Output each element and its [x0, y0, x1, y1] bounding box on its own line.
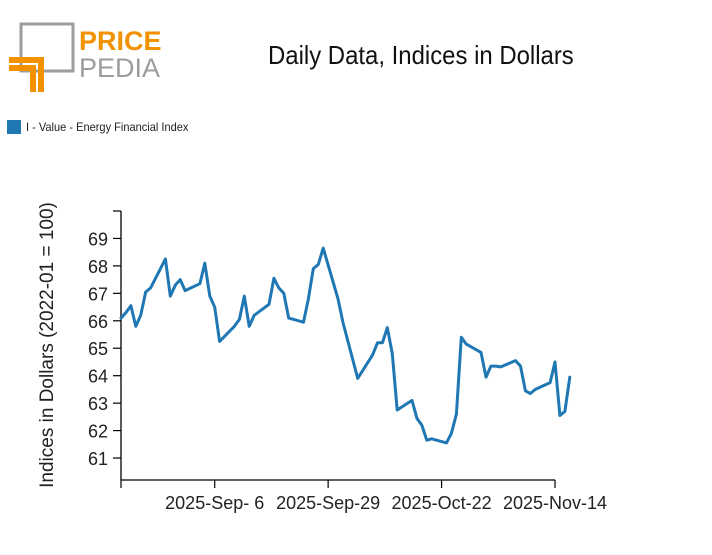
logo-orange-corner — [9, 57, 44, 92]
chart-legend[interactable]: I - Value - Energy Financial Index — [7, 119, 203, 135]
legend-swatch — [7, 120, 21, 134]
y-tick-label: 63 — [88, 394, 108, 414]
x-tick-label: 2025-Sep-29 — [276, 493, 380, 513]
y-tick-label: 61 — [88, 449, 108, 469]
y-tick-label: 65 — [88, 339, 108, 359]
legend-label: I - Value - Energy Financial Index — [26, 120, 189, 134]
y-tick-label: 66 — [88, 312, 108, 332]
x-tick-label: 2025-Oct-22 — [392, 493, 492, 513]
logo-gray-square — [19, 22, 75, 73]
chart-title: Daily Data, Indices in Dollars — [268, 40, 574, 70]
series-line-0 — [119, 246, 572, 445]
y-tick-label: 62 — [88, 422, 108, 442]
chart-axes: 61 62 63 64 65 66 67 68 69 2025-Sep- 6 2025-Sep-29… — [88, 210, 607, 513]
y-tick-label: 64 — [88, 367, 108, 387]
x-tick-label: 2025-Nov-14 — [503, 493, 607, 513]
series-layer — [119, 246, 572, 445]
x-tick-label: 2025-Sep- 6 — [165, 493, 264, 513]
y-tick-label: 67 — [88, 284, 108, 304]
y-axis-title: Indices in Dollars (2022-01 = 100) — [37, 202, 58, 488]
logo-word-bottom: PEDIA — [79, 53, 160, 83]
y-tick-label: 68 — [88, 257, 108, 277]
logo-word-top: PRICE — [79, 26, 162, 56]
pricepedia-logo: PRICE PEDIA — [8, 20, 168, 95]
logo-mark: PRICE PEDIA — [9, 22, 162, 92]
y-tick-label: 69 — [88, 229, 108, 249]
